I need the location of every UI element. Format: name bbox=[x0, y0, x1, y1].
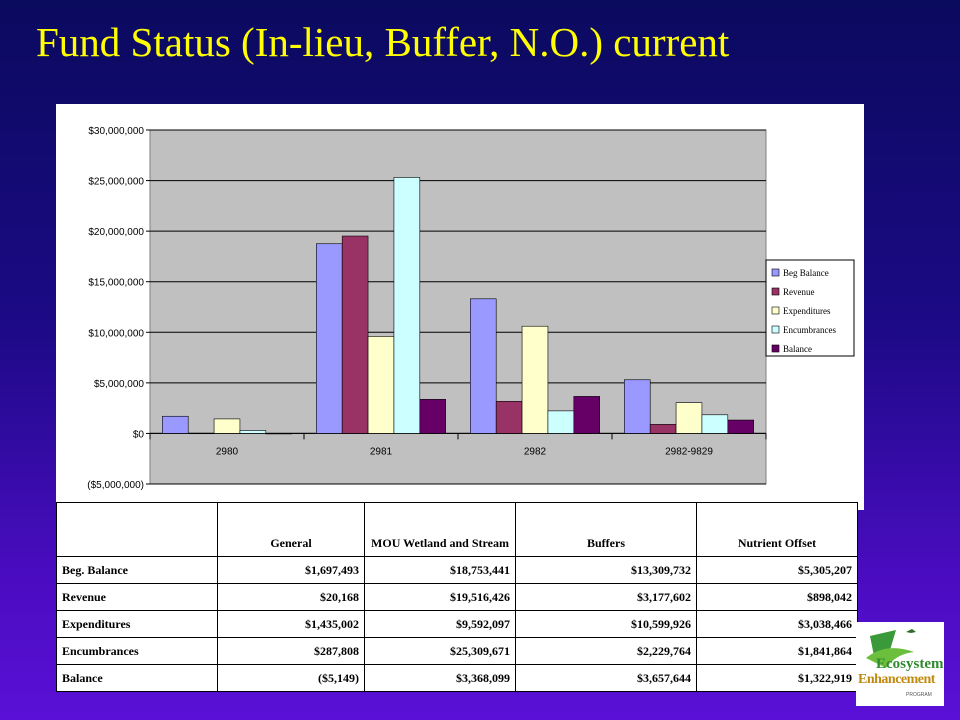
table-cell: $20,168 bbox=[217, 583, 365, 611]
bar-chart: ($5,000,000) $0 $5,000,000 $10,000,000 $15,0… bbox=[87, 126, 855, 491]
legend-label: Beg Balance bbox=[783, 268, 829, 278]
bar bbox=[341, 235, 369, 434]
legend-label: Encumbrances bbox=[783, 325, 836, 335]
bar bbox=[265, 433, 292, 435]
table-cell: $1,435,002 bbox=[217, 610, 365, 638]
y-tick-label: $0 bbox=[133, 429, 145, 440]
table-cell: $3,657,644 bbox=[515, 664, 697, 692]
logo-text: Ecosystem bbox=[876, 656, 944, 672]
table-row: Expenditures $1,435,002 $9,592,097 $10,5… bbox=[56, 610, 858, 638]
table-header-cell: General bbox=[217, 502, 365, 557]
slide-title: Fund Status (In-lieu, Buffer, N.O.) curr… bbox=[36, 19, 730, 65]
table-row: Beg. Balance $1,697,493 $18,753,441 $13,… bbox=[56, 556, 858, 584]
x-tick-label: 2982 bbox=[524, 446, 547, 457]
bar bbox=[675, 402, 703, 434]
legend-swatch bbox=[771, 306, 780, 315]
table-row: Encumbrances $287,808 $25,309,671 $2,229… bbox=[56, 637, 858, 665]
row-label: Balance bbox=[56, 664, 218, 692]
fund-table: General MOU Wetland and Stream Buffers N… bbox=[56, 502, 858, 692]
bar bbox=[419, 399, 446, 434]
bar bbox=[573, 396, 600, 434]
table-header-row: General MOU Wetland and Stream Buffers N… bbox=[56, 502, 858, 557]
logo-text: PROGRAM bbox=[906, 692, 932, 698]
table-header-cell: MOU Wetland and Stream bbox=[364, 502, 516, 557]
legend-swatch bbox=[771, 287, 780, 296]
bar bbox=[470, 298, 497, 434]
leaf-wave-logo-icon bbox=[866, 629, 916, 668]
legend-label: Balance bbox=[783, 344, 812, 354]
bar bbox=[727, 419, 754, 434]
x-tick-label: 2982-9829 bbox=[665, 446, 713, 457]
y-tick-label: $5,000,000 bbox=[94, 379, 144, 390]
logo-text: Enhancement bbox=[858, 672, 935, 687]
y-tick-label: $10,000,000 bbox=[88, 328, 144, 339]
legend-label: Expenditures bbox=[783, 306, 831, 316]
bar bbox=[649, 424, 677, 434]
y-tick-label: $30,000,000 bbox=[88, 126, 144, 137]
table-cell: $18,753,441 bbox=[364, 556, 516, 584]
bar bbox=[547, 410, 575, 434]
row-label: Revenue bbox=[56, 583, 218, 611]
table-cell: $3,038,466 bbox=[696, 610, 858, 638]
bar bbox=[367, 336, 395, 434]
bar bbox=[162, 415, 189, 434]
table-cell: $13,309,732 bbox=[515, 556, 697, 584]
table-cell: $3,177,602 bbox=[515, 583, 697, 611]
table-cell: $5,305,207 bbox=[696, 556, 858, 584]
legend-swatch bbox=[771, 325, 780, 334]
table-header-cell: Buffers bbox=[515, 502, 697, 557]
chart-panel: ($5,000,000) $0 $5,000,000 $10,000,000 $15,0… bbox=[56, 104, 864, 510]
y-tick-label: $15,000,000 bbox=[88, 278, 144, 289]
table-cell: $9,592,097 bbox=[364, 610, 516, 638]
bar bbox=[701, 414, 729, 434]
bar bbox=[393, 177, 421, 434]
table-cell: $1,697,493 bbox=[217, 556, 365, 584]
table-cell: $1,841,864 bbox=[696, 637, 858, 665]
ecosystem-enhancement-logo: Ecosystem Enhancement PROGRAM bbox=[856, 622, 944, 706]
table-header-cell: Nutrient Offset bbox=[696, 502, 858, 557]
table-cell: ($5,149) bbox=[217, 664, 365, 692]
row-label: Encumbrances bbox=[56, 637, 218, 665]
x-tick-label: 2981 bbox=[370, 446, 393, 457]
table-row: Balance ($5,149) $3,368,099 $3,657,644 $… bbox=[56, 664, 858, 692]
table-cell: $25,309,671 bbox=[364, 637, 516, 665]
bar bbox=[213, 418, 241, 434]
table-row: Revenue $20,168 $19,516,426 $3,177,602 $… bbox=[56, 583, 858, 611]
table-header-cell bbox=[56, 502, 218, 557]
x-tick-label: 2980 bbox=[216, 446, 239, 457]
row-label: Beg. Balance bbox=[56, 556, 218, 584]
bar bbox=[624, 379, 651, 434]
legend-swatch bbox=[771, 344, 780, 353]
bar bbox=[239, 430, 267, 434]
table-cell: $287,808 bbox=[217, 637, 365, 665]
bar bbox=[316, 243, 343, 434]
y-tick-label: $20,000,000 bbox=[88, 227, 144, 238]
table-cell: $10,599,926 bbox=[515, 610, 697, 638]
bar bbox=[495, 400, 523, 434]
row-label: Expenditures bbox=[56, 610, 218, 638]
legend-swatch bbox=[771, 268, 780, 277]
y-tick-label: $25,000,000 bbox=[88, 177, 144, 188]
table-cell: $2,229,764 bbox=[515, 637, 697, 665]
bar bbox=[521, 325, 549, 434]
table-cell: $19,516,426 bbox=[364, 583, 516, 611]
bar bbox=[187, 432, 215, 435]
table-cell: $1,322,919 bbox=[696, 664, 858, 692]
y-tick-label: ($5,000,000) bbox=[87, 480, 144, 491]
table-cell: $898,042 bbox=[696, 583, 858, 611]
legend-label: Revenue bbox=[783, 287, 815, 297]
legend-box bbox=[765, 259, 855, 357]
table-cell: $3,368,099 bbox=[364, 664, 516, 692]
